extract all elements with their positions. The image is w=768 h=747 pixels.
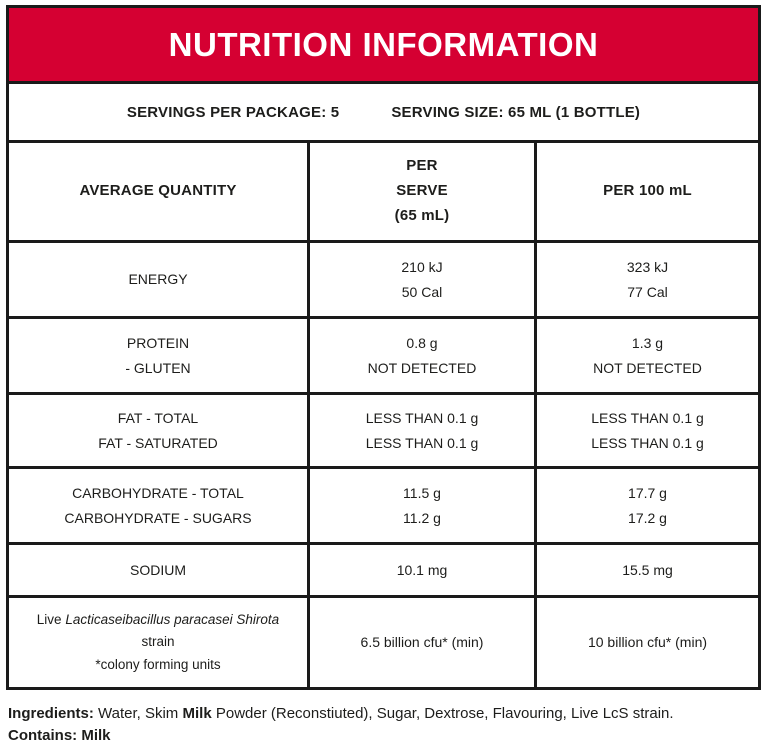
column-header-average-quantity: AVERAGE QUANTITY xyxy=(9,143,310,240)
row-sodium-per-serve: 10.1 mg xyxy=(310,545,537,595)
table-header-row: AVERAGE QUANTITY PER SERVE (65 mL) PER 1… xyxy=(9,143,758,243)
probiotic-cfu-footnote: *colony forming units xyxy=(95,656,221,672)
panel-title: NUTRITION INFORMATION xyxy=(168,25,599,63)
row-probiotic: Live Lacticaseibacillus paracasei Shirot… xyxy=(9,598,758,687)
footer-text: Ingredients: Water, Skim Milk Powder (Re… xyxy=(8,703,760,747)
title-banner: NUTRITION INFORMATION xyxy=(9,8,758,84)
row-energy: ENERGY 210 kJ 50 Cal 323 kJ 77 Cal xyxy=(9,243,758,319)
contains-line: Contains: Milk xyxy=(8,727,111,744)
ingredients-label: Ingredients: xyxy=(8,705,94,722)
probiotic-live-prefix: Live xyxy=(36,612,62,628)
column-header-per-serve: PER SERVE (65 mL) xyxy=(310,143,537,240)
probiotic-strain-word: strain xyxy=(141,634,175,650)
row-energy-per-serve: 210 kJ 50 Cal xyxy=(310,243,537,316)
column-header-per-100ml: PER 100 mL xyxy=(603,182,692,200)
row-sodium-per-100ml: 15.5 mg xyxy=(622,561,673,578)
row-probiotic-per-serve: 6.5 billion cfu* (min) xyxy=(310,598,537,687)
row-carbohydrate-per-100ml: 17.7 g 17.2 g xyxy=(628,485,667,526)
row-sodium-label: SODIUM xyxy=(9,545,310,595)
row-fat-label: FAT - TOTAL FAT - SATURATED xyxy=(9,395,310,466)
servings-row: SERVINGS PER PACKAGE: 5 SERVING SIZE: 65… xyxy=(9,84,758,143)
row-energy-label: ENERGY xyxy=(9,243,310,316)
row-energy-per-100ml: 323 kJ 77 Cal xyxy=(626,259,669,300)
row-protein: PROTEIN - GLUTEN 0.8 g NOT DETECTED 1.3 … xyxy=(9,319,758,395)
row-fat-per-serve: LESS THAN 0.1 g LESS THAN 0.1 g xyxy=(310,395,537,466)
row-carbohydrate-label: CARBOHYDRATE - TOTAL CARBOHYDRATE - SUGA… xyxy=(9,469,310,542)
row-protein-per-serve: 0.8 g NOT DETECTED xyxy=(310,319,537,392)
row-sodium: SODIUM 10.1 mg 15.5 mg xyxy=(9,545,758,598)
row-protein-per-100ml: 1.3 g NOT DETECTED xyxy=(593,335,702,376)
ingredients-line: Ingredients: Water, Skim Milk Powder (Re… xyxy=(8,705,674,722)
nutrition-panel: NUTRITION INFORMATION SERVINGS PER PACKA… xyxy=(6,5,761,690)
nutrition-label-page: NUTRITION INFORMATION SERVINGS PER PACKA… xyxy=(0,5,768,744)
row-carbohydrate-per-serve: 11.5 g 11.2 g xyxy=(310,469,537,542)
row-probiotic-label: Live Lacticaseibacillus paracasei Shirot… xyxy=(9,598,310,687)
servings-per-package: SERVINGS PER PACKAGE: 5 xyxy=(126,103,340,121)
row-probiotic-per-100ml: 10 billion cfu* (min) xyxy=(587,634,708,651)
row-carbohydrate: CARBOHYDRATE - TOTAL CARBOHYDRATE - SUGA… xyxy=(9,469,758,545)
probiotic-species-name: Lacticaseibacillus paracasei Shirota xyxy=(65,612,280,628)
ingredients-milk-bold: Milk xyxy=(182,705,212,722)
row-fat: FAT - TOTAL FAT - SATURATED LESS THAN 0.… xyxy=(9,395,758,469)
row-protein-label: PROTEIN - GLUTEN xyxy=(9,319,310,392)
row-fat-per-100ml: LESS THAN 0.1 g LESS THAN 0.1 g xyxy=(591,410,704,451)
serving-size: SERVING SIZE: 65 ML (1 BOTTLE) xyxy=(391,103,641,121)
